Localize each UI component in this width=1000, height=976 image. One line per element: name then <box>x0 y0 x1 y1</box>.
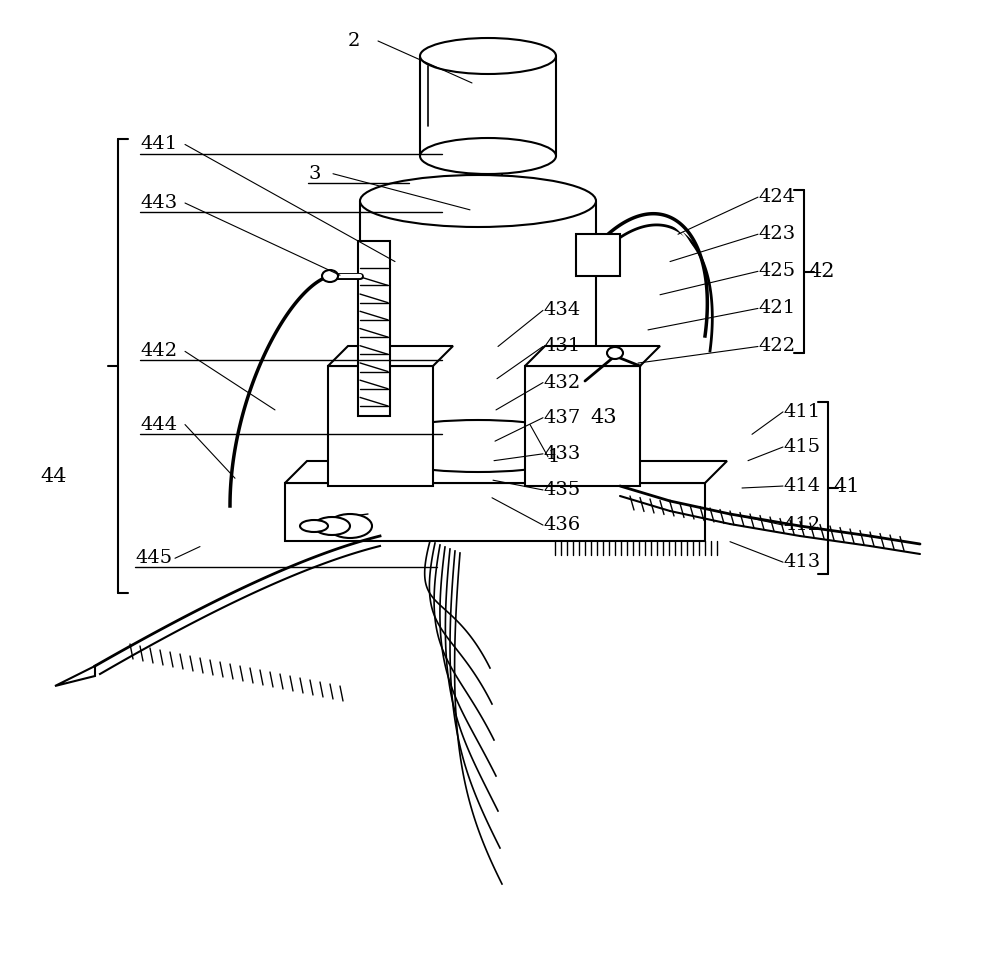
Ellipse shape <box>420 38 556 74</box>
Bar <box>474 156 502 201</box>
Text: 423: 423 <box>758 225 795 243</box>
Text: 1: 1 <box>548 448 560 466</box>
Text: 445: 445 <box>135 549 172 567</box>
Ellipse shape <box>420 138 556 174</box>
Text: 435: 435 <box>543 481 580 499</box>
Text: 441: 441 <box>140 136 177 153</box>
Text: 434: 434 <box>543 302 580 319</box>
Text: 424: 424 <box>758 188 795 206</box>
Polygon shape <box>285 461 727 483</box>
Text: 444: 444 <box>140 416 177 433</box>
Text: 44: 44 <box>40 467 66 486</box>
Ellipse shape <box>360 175 596 227</box>
Bar <box>358 241 390 416</box>
Text: 433: 433 <box>543 445 580 463</box>
Ellipse shape <box>360 420 596 472</box>
Ellipse shape <box>328 514 372 538</box>
Bar <box>525 366 640 486</box>
Text: 443: 443 <box>140 194 177 212</box>
Bar <box>420 56 556 156</box>
Text: 414: 414 <box>783 477 820 495</box>
Bar <box>360 201 596 446</box>
Text: 436: 436 <box>543 516 580 534</box>
Text: 431: 431 <box>543 338 580 355</box>
Text: 411: 411 <box>783 403 820 421</box>
Text: 3: 3 <box>308 165 320 183</box>
Text: 432: 432 <box>543 374 580 391</box>
Text: 442: 442 <box>140 343 177 360</box>
Text: 437: 437 <box>543 409 580 427</box>
Text: 422: 422 <box>758 338 795 355</box>
Text: 425: 425 <box>758 263 795 280</box>
Bar <box>328 366 433 486</box>
Polygon shape <box>525 346 660 366</box>
Bar <box>285 483 705 541</box>
Text: 412: 412 <box>783 516 820 534</box>
Ellipse shape <box>322 270 338 282</box>
Text: 421: 421 <box>758 300 795 317</box>
Polygon shape <box>55 666 95 686</box>
Bar <box>576 234 620 276</box>
Text: 41: 41 <box>833 476 860 496</box>
Text: 2: 2 <box>348 32 360 50</box>
Ellipse shape <box>314 517 350 535</box>
Text: 42: 42 <box>808 262 834 281</box>
Text: 413: 413 <box>783 553 820 571</box>
Ellipse shape <box>300 520 328 532</box>
Polygon shape <box>328 346 453 366</box>
Text: 43: 43 <box>590 408 617 427</box>
Ellipse shape <box>607 347 623 359</box>
Text: 415: 415 <box>783 438 820 456</box>
